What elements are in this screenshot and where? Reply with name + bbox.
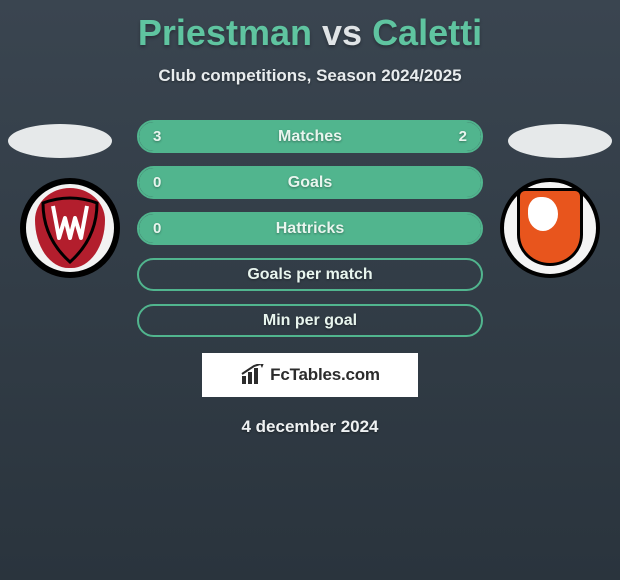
fctables-logo: FcTables.com [202,353,418,397]
stat-bar-min-per-goal: Min per goal [137,304,483,337]
stats-content: 3 Matches 2 0 Goals 0 Hattricks Goals pe… [0,120,620,437]
stat-bar-goals: 0 Goals [137,166,483,199]
player1-placeholder-icon [8,124,112,158]
wanderers-shield-icon [35,188,105,268]
season-subtitle: Club competitions, Season 2024/2025 [0,66,620,86]
player2-placeholder-icon [508,124,612,158]
stat-bar-matches: 3 Matches 2 [137,120,483,153]
stat-label: Hattricks [276,220,344,238]
stat-left-value: 0 [153,174,161,191]
stat-left-value: 0 [153,220,161,237]
roar-shield-icon [517,188,583,266]
stat-label: Goals [288,174,332,192]
vs-text: vs [322,12,362,53]
comparison-title: Priestman vs Caletti [0,0,620,54]
stat-left-value: 3 [153,128,161,145]
bar-chart-icon [240,364,266,386]
stat-label: Matches [278,128,342,146]
update-date: 4 december 2024 [0,417,620,437]
logo-text: FcTables.com [270,365,380,385]
stats-bars: 3 Matches 2 0 Goals 0 Hattricks Goals pe… [137,120,483,337]
stat-label: Min per goal [263,312,357,330]
stat-label: Goals per match [247,266,372,284]
stat-bar-goals-per-match: Goals per match [137,258,483,291]
player2-name: Caletti [372,12,482,53]
player2-club-badge [500,178,600,278]
stat-bar-hattricks: 0 Hattricks [137,212,483,245]
stat-right-value: 2 [459,128,467,145]
player1-club-badge [20,178,120,278]
player1-name: Priestman [138,12,312,53]
